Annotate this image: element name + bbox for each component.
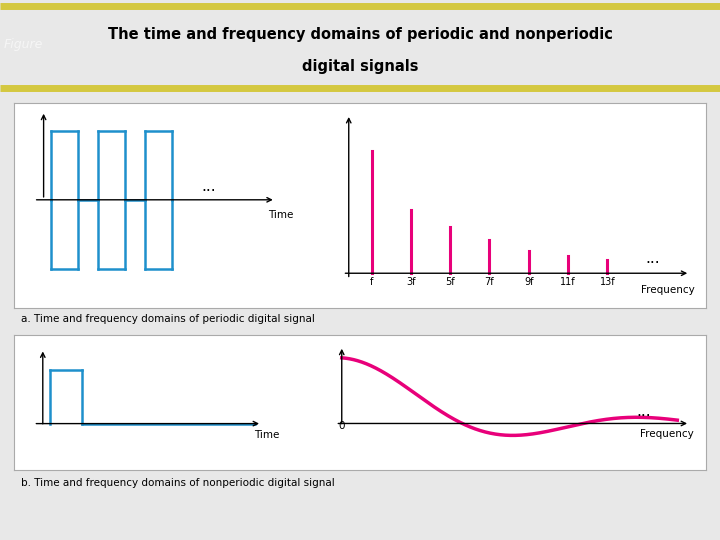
Text: ...: ...	[202, 179, 216, 194]
Text: 0: 0	[338, 421, 345, 431]
Text: 3f: 3f	[406, 278, 415, 287]
Text: f: f	[370, 278, 373, 287]
Text: The time and frequency domains of periodic and nonperiodic: The time and frequency domains of period…	[107, 28, 613, 42]
Text: Frequency: Frequency	[640, 429, 694, 440]
Text: Time: Time	[254, 430, 279, 440]
Text: 13f: 13f	[600, 278, 615, 287]
Text: Figure: Figure	[4, 38, 43, 51]
Text: b. Time and frequency domains of nonperiodic digital signal: b. Time and frequency domains of nonperi…	[22, 478, 335, 488]
Text: 11f: 11f	[560, 278, 576, 287]
Text: 7f: 7f	[485, 278, 494, 287]
Text: ...: ...	[636, 404, 651, 420]
Text: 9f: 9f	[524, 278, 534, 287]
Text: Frequency: Frequency	[641, 286, 694, 295]
Text: digital signals: digital signals	[302, 59, 418, 73]
Text: Time: Time	[268, 210, 293, 220]
Text: a. Time and frequency domains of periodic digital signal: a. Time and frequency domains of periodi…	[22, 314, 315, 323]
Text: 5f: 5f	[445, 278, 455, 287]
Text: ...: ...	[646, 252, 660, 266]
